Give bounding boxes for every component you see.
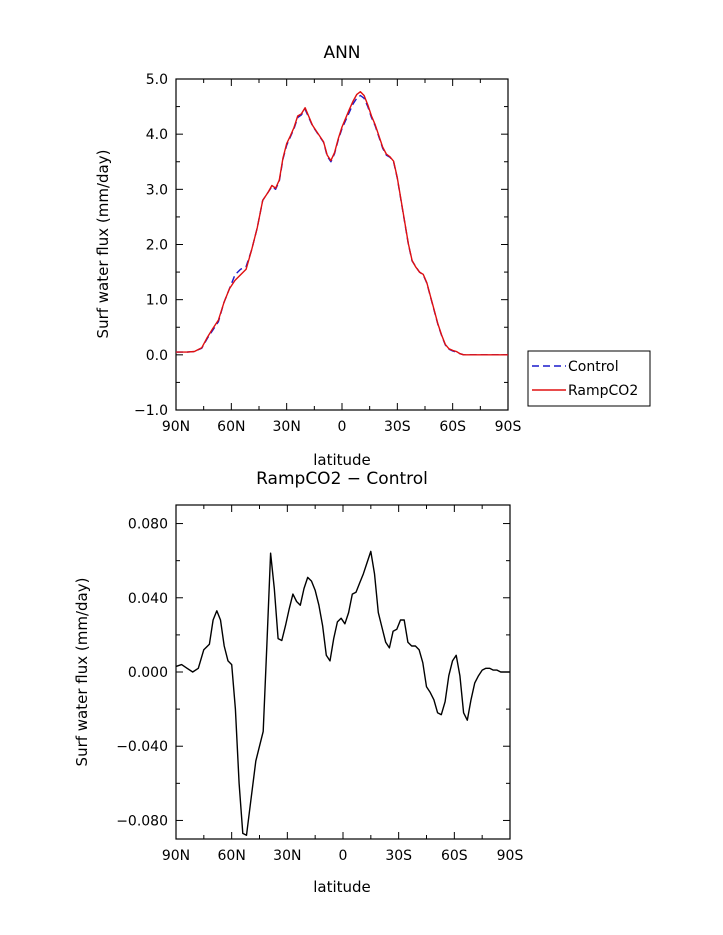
- legend-label-rampco2: RampCO2: [568, 383, 638, 399]
- bottom-x-axis-label: latitude: [313, 878, 371, 896]
- y-tick-label: 0.000: [128, 665, 168, 681]
- x-tick-label: 90S: [495, 419, 522, 435]
- top-y-axis-label: Surf water flux (mm/day): [94, 150, 112, 339]
- x-tick-label: 90S: [497, 848, 524, 864]
- legend: Control RampCO2: [527, 350, 651, 407]
- top-y-tick-labels: −1.0 0.0 1.0 2.0 3.0 4.0 5.0: [134, 72, 168, 419]
- y-tick-label: −1.0: [134, 403, 168, 419]
- difference-line: [175, 550, 510, 836]
- x-tick-label: 30N: [273, 419, 301, 435]
- x-tick-label: 0: [338, 419, 347, 435]
- series-line-rampco2: [176, 90, 508, 356]
- y-tick-label: 0.040: [128, 591, 168, 607]
- top-x-axis-label: latitude: [313, 451, 371, 469]
- x-tick-label: 60S: [439, 419, 466, 435]
- top-chart-panel: ANN 90N 60N 30N 0 30S 60S 90S −1.0 0.0 1.0 2.0 3.0…: [94, 43, 651, 469]
- series-line-control: [176, 94, 508, 356]
- top-tick-marks: [175, 78, 509, 411]
- bottom-y-axis-label: Surf water flux (mm/day): [73, 578, 91, 767]
- y-tick-label: 5.0: [146, 72, 168, 88]
- y-tick-label: 0.080: [128, 517, 168, 533]
- x-tick-label: 30S: [384, 419, 411, 435]
- legend-box: [527, 350, 651, 407]
- x-tick-label: 90N: [162, 419, 190, 435]
- y-tick-label: 1.0: [146, 293, 168, 309]
- y-tick-label: 2.0: [146, 238, 168, 254]
- x-tick-label: 60N: [218, 848, 246, 864]
- bottom-chart-title: RampCO2 − Control: [256, 469, 428, 489]
- top-chart-title: ANN: [323, 43, 360, 63]
- y-tick-label: −0.080: [116, 813, 168, 829]
- x-tick-label: 90N: [162, 848, 190, 864]
- top-series-lines: [176, 90, 508, 356]
- x-tick-label: 0: [339, 848, 348, 864]
- bottom-chart-panel: RampCO2 − Control 90N 60N 30N 0 30S 60S 90S −0…: [73, 469, 523, 896]
- bottom-tick-marks: [175, 505, 511, 839]
- bottom-series-lines: [175, 550, 510, 836]
- x-tick-label: 60S: [441, 848, 468, 864]
- legend-label-control: Control: [568, 359, 619, 375]
- top-x-tick-labels: 90N 60N 30N 0 30S 60S 90S: [162, 419, 522, 435]
- y-tick-label: 0.0: [146, 348, 168, 364]
- x-tick-label: 60N: [217, 419, 245, 435]
- x-tick-label: 30S: [385, 848, 412, 864]
- bottom-y-tick-labels: −0.080 −0.040 0.000 0.040 0.080: [116, 517, 168, 830]
- bottom-x-tick-labels: 90N 60N 30N 0 30S 60S 90S: [162, 848, 524, 864]
- y-tick-label: 4.0: [146, 127, 168, 143]
- y-tick-label: −0.040: [116, 739, 168, 755]
- x-tick-label: 30N: [273, 848, 301, 864]
- y-tick-label: 3.0: [146, 182, 168, 198]
